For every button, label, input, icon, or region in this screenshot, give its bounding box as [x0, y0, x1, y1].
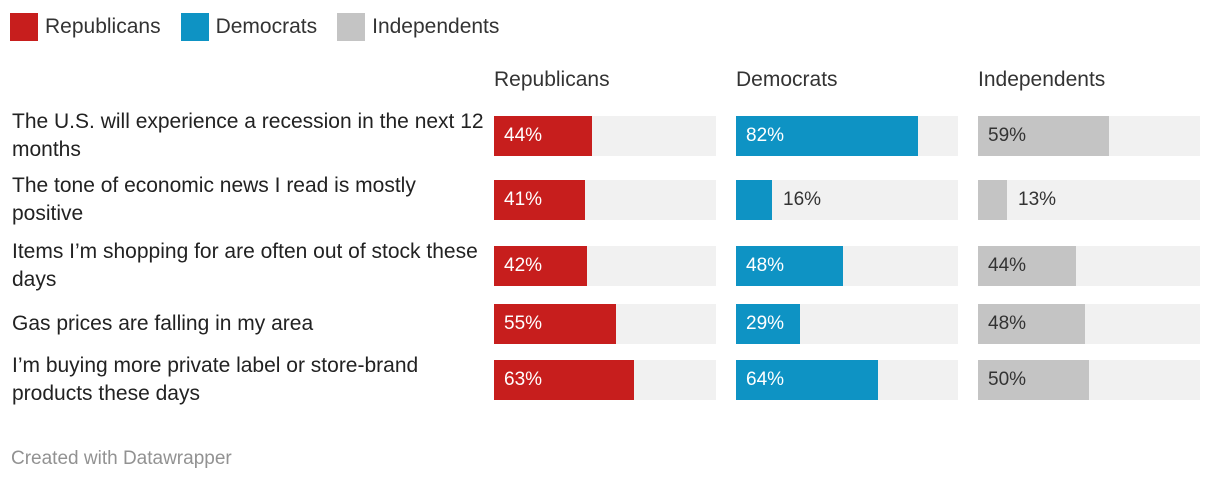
- row-label: Items I’m shopping for are often out of …: [12, 240, 478, 291]
- bar-republicans: [494, 360, 634, 400]
- value-label-independents: 44%: [988, 255, 1027, 276]
- bar-track-democrats: 82%: [736, 116, 958, 156]
- column-header-independents: Independents: [978, 68, 1106, 91]
- value-label-republicans: 63%: [504, 369, 543, 390]
- legend-swatch-republicans: [10, 13, 38, 41]
- legend-item-republicans: Republicans: [10, 13, 161, 41]
- legend: Republicans Democrats Independents: [10, 11, 519, 43]
- bar-independents: [978, 246, 1076, 286]
- bar-democrats: [736, 246, 843, 286]
- bar-republicans: [494, 304, 616, 344]
- row-label: I’m buying more private label or store-b…: [12, 354, 419, 405]
- bar-democrats: [736, 116, 918, 156]
- row-label: The tone of economic news I read is most…: [12, 174, 416, 225]
- value-label-republicans: 44%: [504, 125, 543, 146]
- bar-track-republicans: 42%: [494, 246, 716, 286]
- row-label: Gas prices are falling in my area: [12, 312, 314, 335]
- bar-democrats: [736, 304, 800, 344]
- bar-track-independents: 48%: [978, 304, 1200, 344]
- bar-track-independents: 50%: [978, 360, 1200, 400]
- bar-republicans: [494, 116, 592, 156]
- bar-independents: [978, 360, 1089, 400]
- bar-track-republicans: 55%: [494, 304, 716, 344]
- value-label-independents: 50%: [988, 369, 1027, 390]
- value-label-republicans: 41%: [504, 189, 543, 210]
- value-label-democrats: 48%: [746, 255, 785, 276]
- legend-label-independents: Independents: [372, 15, 500, 38]
- bar-independents: [978, 180, 1007, 220]
- footer-credit: Created with Datawrapper: [11, 448, 232, 469]
- bar-track-independents: 59%: [978, 116, 1200, 156]
- column-header-republicans: Republicans: [494, 68, 610, 91]
- bar-democrats: [736, 180, 772, 220]
- value-label-independents: 48%: [988, 313, 1027, 334]
- legend-label-democrats: Democrats: [215, 15, 318, 38]
- bar-independents: [978, 304, 1085, 344]
- value-label-democrats: 16%: [783, 189, 822, 210]
- value-label-republicans: 42%: [504, 255, 543, 276]
- value-label-democrats: 29%: [746, 313, 785, 334]
- bar-track-independents: 44%: [978, 246, 1200, 286]
- bar-track-republicans: 63%: [494, 360, 716, 400]
- legend-item-independents: Independents: [337, 13, 499, 41]
- legend-item-democrats: Democrats: [180, 13, 318, 41]
- bar-track-republicans: 44%: [494, 116, 716, 156]
- bar-track-democrats: 16%: [736, 180, 958, 220]
- legend-swatch-democrats: [180, 13, 209, 41]
- bar-track-democrats: 48%: [736, 246, 958, 286]
- bar-republicans: [494, 180, 585, 220]
- bar-democrats: [736, 360, 878, 400]
- row-label: The U.S. will experience a recession in …: [12, 110, 484, 161]
- value-label-democrats: 82%: [746, 125, 785, 146]
- legend-label-republicans: Republicans: [45, 15, 161, 38]
- column-header-democrats: Democrats: [736, 68, 838, 91]
- bar-independents: [978, 116, 1109, 156]
- legend-swatch-independents: [337, 13, 366, 41]
- value-label-republicans: 55%: [504, 313, 543, 334]
- bar-track-democrats: 64%: [736, 360, 958, 400]
- bar-track-republicans: 41%: [494, 180, 716, 220]
- bar-track-independents: 13%: [978, 180, 1200, 220]
- bar-track-democrats: 29%: [736, 304, 958, 344]
- value-label-independents: 59%: [988, 125, 1027, 146]
- bar-republicans: [494, 246, 587, 286]
- value-label-independents: 13%: [1018, 189, 1057, 210]
- value-label-democrats: 64%: [746, 369, 785, 390]
